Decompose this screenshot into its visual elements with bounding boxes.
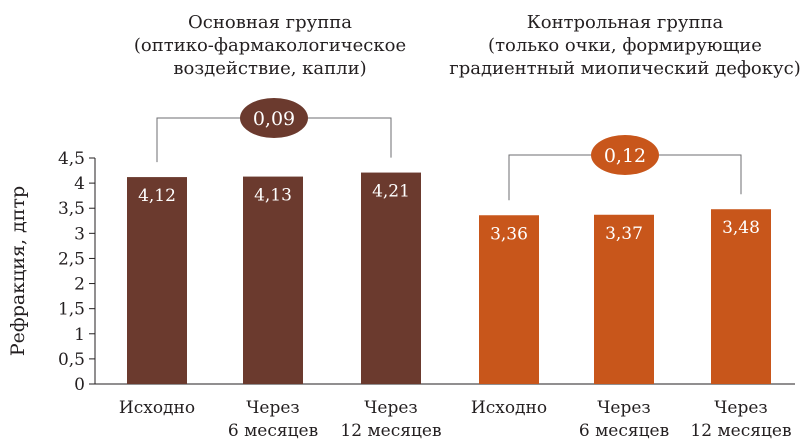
- difference-label: 0,12: [604, 145, 646, 167]
- bar: [479, 215, 539, 384]
- labels: Основная группа(оптико-фармакологическое…: [119, 12, 800, 441]
- category-label: 12 месяцев: [690, 421, 791, 441]
- bar-value-label: 4,12: [138, 186, 176, 206]
- bars: [127, 172, 771, 384]
- bar-value-label: 3,37: [605, 224, 643, 244]
- y-tick-label: 4,5: [58, 149, 85, 169]
- group-title: воздействие, капли): [173, 58, 366, 79]
- category-label: 12 месяцев: [340, 421, 441, 441]
- category-label: Через: [714, 398, 767, 418]
- bar-value-label: 4,13: [254, 186, 292, 206]
- category-label: 6 месяцев: [579, 421, 669, 441]
- group-title: Контрольная группа: [527, 12, 724, 33]
- y-tick-label: 4: [74, 174, 85, 194]
- category-label: 6 месяцев: [228, 421, 318, 441]
- bar: [361, 172, 421, 384]
- category-label: Через: [246, 398, 299, 418]
- y-axis-label: Рефракция, дптр: [7, 186, 29, 356]
- category-label: Через: [597, 398, 650, 418]
- difference-label: 0,09: [253, 108, 295, 130]
- y-tick-label: 0: [74, 375, 85, 395]
- bar-value-label: 4,21: [372, 182, 410, 202]
- y-tick-label: 3: [74, 224, 85, 244]
- y-tick-label: 0,5: [58, 350, 85, 370]
- group-title: градиентный миопический дефокус): [449, 58, 800, 79]
- bar: [594, 214, 654, 384]
- category-label: Исходно: [471, 398, 547, 418]
- difference-badge: [591, 135, 659, 175]
- y-tick-label: 2: [74, 275, 85, 295]
- y-tick-label: 2,5: [58, 249, 85, 269]
- category-label: Исходно: [119, 398, 195, 418]
- category-label: Через: [364, 398, 417, 418]
- bar-value-label: 3,36: [490, 224, 528, 244]
- group-title: Основная группа: [188, 12, 352, 33]
- bar: [711, 209, 771, 384]
- group-title: (только очки, формирующие: [488, 35, 762, 56]
- group-title: (оптико-фармакологическое: [134, 35, 406, 56]
- bar-value-label: 3,48: [722, 218, 760, 238]
- bar: [127, 177, 187, 384]
- y-tick-label: 1,5: [58, 300, 85, 320]
- bar: [243, 176, 303, 384]
- difference-badge: [240, 98, 308, 138]
- axes: 0 0,5 1 1,5 2 2,5 3 3,5 4 4,5 Рефракция, дптр: [7, 149, 795, 395]
- y-tick-label: 3,5: [58, 199, 85, 219]
- y-tick-label: 1: [74, 325, 85, 345]
